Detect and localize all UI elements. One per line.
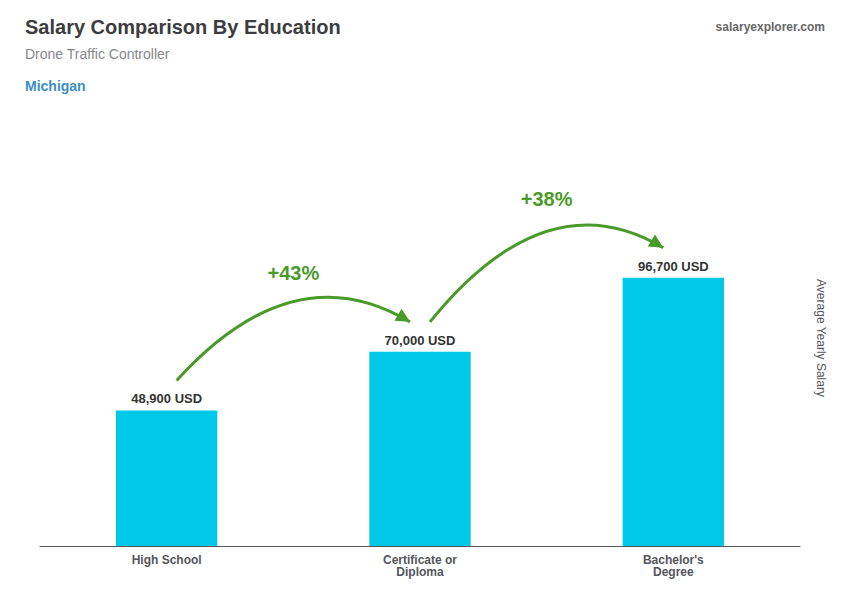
svg-text:Certificate or: Certificate or <box>383 553 457 567</box>
svg-text:Drone Traffic Controller: Drone Traffic Controller <box>25 46 170 62</box>
svg-text:Average Yearly Salary: Average Yearly Salary <box>814 279 828 397</box>
svg-text:+38%: +38% <box>521 188 573 210</box>
svg-text:48,900 USD: 48,900 USD <box>131 391 202 406</box>
svg-text:Michigan: Michigan <box>25 78 86 94</box>
svg-text:Degree: Degree <box>653 565 694 579</box>
svg-text:+43%: +43% <box>267 262 319 284</box>
svg-text:salaryexplorer.com: salaryexplorer.com <box>716 20 825 34</box>
svg-text:High School: High School <box>132 553 202 567</box>
svg-text:96,700 USD: 96,700 USD <box>638 259 709 274</box>
svg-text:Salary Comparison By Education: Salary Comparison By Education <box>25 16 341 38</box>
svg-text:70,000 USD: 70,000 USD <box>385 333 456 348</box>
svg-text:Diploma: Diploma <box>396 565 444 579</box>
svg-text:Bachelor's: Bachelor's <box>642 553 704 567</box>
